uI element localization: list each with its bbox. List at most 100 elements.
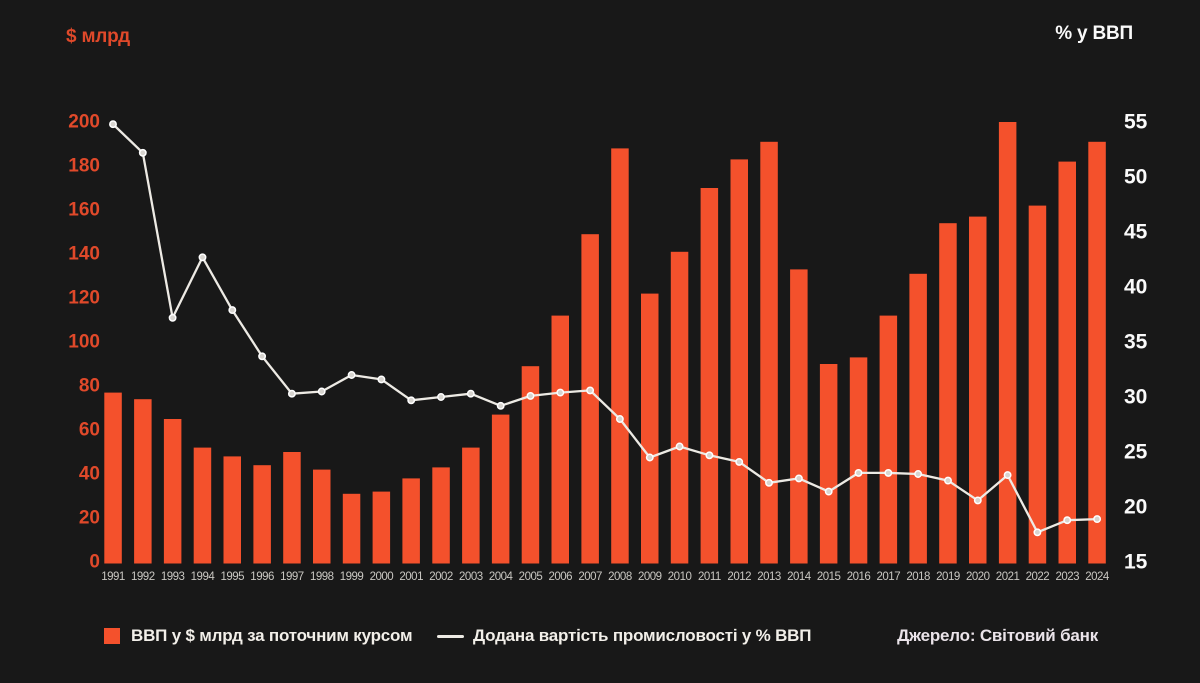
legend-line-swatch [437, 635, 464, 638]
gdp-bar [641, 293, 659, 564]
industry-line-marker [109, 120, 117, 129]
right-axis-tick: 40 [1124, 276, 1147, 299]
gdp-bar [700, 188, 719, 564]
left-axis-tick: 20 [79, 508, 100, 529]
year-label: 2018 [906, 571, 930, 583]
gdp-bar [521, 366, 540, 564]
industry-line-marker [1003, 471, 1012, 480]
year-label: 2007 [578, 571, 602, 583]
industry-line-marker [407, 396, 416, 405]
year-label: 2011 [698, 571, 721, 583]
year-label: 2004 [489, 571, 514, 583]
left-axis-tick: 180 [68, 156, 100, 177]
year-label: 2021 [996, 571, 1020, 583]
industry-line-marker [1093, 515, 1102, 524]
year-label: 2003 [459, 571, 483, 583]
industry-line-marker [944, 476, 952, 485]
right-axis-tick: 55 [1124, 111, 1148, 134]
gdp-bar [998, 122, 1017, 564]
industry-line-marker [228, 306, 237, 315]
gdp-bar [491, 414, 510, 564]
right-axis-tick: 15 [1124, 551, 1148, 574]
right-axis-tick: 30 [1124, 386, 1147, 409]
gdp-bar [253, 465, 271, 564]
industry-line-marker [735, 457, 744, 466]
year-label: 1996 [250, 571, 274, 583]
industry-line-marker [884, 468, 893, 477]
year-label: 2022 [1026, 571, 1050, 583]
year-label: 2017 [877, 571, 901, 583]
industry-line-marker [765, 478, 773, 487]
industry-line-marker [1063, 516, 1072, 525]
industry-line-marker [198, 253, 207, 262]
industry-line-marker [675, 442, 684, 451]
left-axis-tick: 140 [68, 244, 100, 265]
industry-line-marker [496, 401, 505, 410]
right-axis-tick: 35 [1124, 331, 1148, 354]
year-label: 2014 [787, 571, 812, 583]
gdp-bar [372, 491, 391, 564]
year-label: 2008 [608, 571, 632, 583]
industry-line-marker [705, 451, 714, 460]
year-label: 2019 [936, 571, 960, 583]
year-label: 2006 [549, 571, 573, 583]
gdp-bar [939, 223, 957, 564]
left-axis-tick: 100 [68, 332, 100, 353]
industry-line-marker [377, 375, 386, 384]
year-label: 2023 [1055, 571, 1079, 583]
gdp-bar [819, 364, 838, 564]
year-label: 2016 [847, 571, 871, 583]
gdp-bar [402, 478, 420, 564]
industry-line-marker [347, 371, 356, 379]
gdp-bar [670, 251, 689, 564]
gdp-bar [223, 456, 241, 564]
year-label: 1999 [340, 571, 364, 583]
gdp-bar [313, 469, 331, 564]
source-label: Джерело: Світовий банк [897, 626, 1098, 645]
industry-line-marker [794, 474, 803, 483]
left-axis-tick: 0 [89, 552, 100, 573]
year-label: 1997 [280, 571, 304, 583]
industry-line-marker [138, 148, 147, 157]
legend-line-label: Додана вартість промисловості у % ВВП [473, 626, 812, 645]
industry-line-marker [287, 389, 296, 398]
industry-line-marker [168, 313, 177, 322]
industry-line-marker [317, 387, 326, 396]
year-label: 1994 [191, 571, 216, 583]
gdp-bar [163, 419, 182, 564]
gdp-bar [849, 357, 868, 564]
year-label: 2000 [370, 571, 394, 583]
year-label: 2005 [519, 571, 543, 583]
industry-line-marker [556, 388, 565, 397]
left-axis-title: $ млрд [66, 26, 130, 47]
year-label: 1991 [101, 571, 125, 583]
left-axis-tick: 200 [68, 112, 100, 133]
year-label: 2009 [638, 571, 662, 583]
industry-line-marker [258, 352, 267, 361]
industry-line-marker [466, 389, 475, 398]
year-label: 1993 [161, 571, 185, 583]
gdp-bar [1028, 205, 1047, 564]
left-axis-tick: 120 [68, 288, 100, 309]
industry-line-marker [586, 386, 595, 395]
gdp-bar [342, 493, 361, 564]
legend-bar-swatch [104, 628, 120, 644]
right-axis-tick: 25 [1124, 441, 1148, 464]
industry-line-marker [854, 468, 863, 477]
year-label: 2002 [429, 571, 453, 583]
gdp-bar [551, 315, 569, 564]
industry-line-marker [914, 470, 923, 478]
year-label: 2010 [668, 571, 692, 583]
gdp-bar [462, 447, 480, 564]
industry-line-marker [615, 415, 624, 423]
gdp-bar [283, 452, 301, 564]
right-axis-tick: 20 [1124, 496, 1147, 519]
gdp-bar [611, 148, 629, 564]
gdp-bar [134, 399, 152, 564]
gdp-bar [760, 141, 778, 564]
year-label: 2012 [727, 571, 751, 583]
industry-line-marker [437, 393, 445, 401]
year-label: 1995 [220, 571, 244, 583]
year-label: 2013 [757, 571, 781, 583]
